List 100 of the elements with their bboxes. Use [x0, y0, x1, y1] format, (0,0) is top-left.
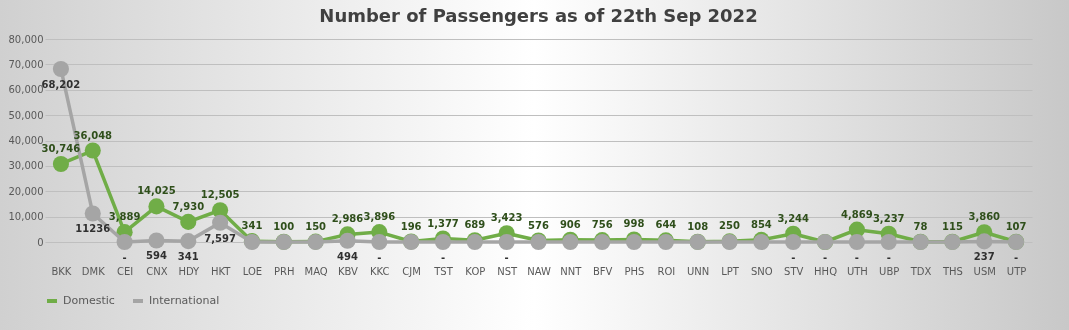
legend-label: Domestic [63, 294, 115, 307]
x-tick-label: NNT [560, 265, 583, 277]
x-tick-label: KKC [370, 265, 390, 277]
data-label: 36,048 [73, 129, 113, 141]
x-tick-label: KBV [337, 265, 359, 277]
data-label: - [791, 252, 796, 263]
data-label: - [377, 252, 382, 263]
data-label: - [822, 252, 828, 263]
data-label: 78 [913, 220, 928, 232]
x-tick-label: DMK [81, 265, 106, 277]
point [84, 142, 101, 159]
data-label: 594 [146, 250, 167, 262]
data-label: 11236 [75, 223, 111, 235]
y-tick-label: 80,000 [8, 33, 44, 45]
x-tick-label: PRH [274, 265, 295, 277]
x-tick-label: MAQ [304, 265, 328, 277]
data-label: 3,860 [968, 211, 1001, 223]
data-label: 756 [591, 219, 613, 231]
data-label: 100 [273, 220, 295, 232]
data-label: 150 [305, 220, 327, 232]
x-tick-label: BFV [592, 265, 613, 277]
x-tick-label: NAW [527, 265, 551, 277]
data-label: 115 [941, 220, 963, 232]
data-label: 7,930 [172, 200, 205, 212]
point [212, 214, 229, 231]
y-tick-label: 20,000 [8, 185, 44, 197]
data-label: 14,025 [137, 185, 176, 197]
legend-label: International [149, 294, 220, 307]
point [339, 232, 356, 249]
y-tick-label: 0 [37, 236, 44, 248]
point [84, 205, 101, 222]
data-label: 7,597 [204, 232, 236, 244]
data-label: 3,423 [490, 212, 523, 224]
x-tick-label: THS [941, 265, 963, 277]
data-label: 4,869 [841, 208, 873, 220]
point [180, 213, 197, 230]
y-tick-label: 70,000 [8, 58, 44, 70]
data-label: 3,896 [363, 211, 396, 223]
x-tick-label: LPT [721, 265, 740, 277]
x-tick-label: LOE [242, 265, 263, 277]
data-label: 906 [559, 218, 581, 230]
x-tick-label: CNX [146, 265, 168, 277]
point [434, 233, 452, 251]
x-tick-label: HKT [210, 265, 232, 277]
data-label: 68,202 [41, 78, 81, 90]
data-label: 196 [400, 220, 422, 232]
x-tick-label: USM [973, 265, 996, 277]
data-label: 341 [241, 220, 263, 232]
point [371, 233, 388, 251]
data-label: 854 [750, 218, 772, 230]
data-label: 12,505 [200, 189, 240, 201]
data-label: 1,377 [427, 217, 459, 229]
data-label: - [854, 252, 859, 263]
x-tick-label: BKK [51, 265, 72, 277]
data-label: 237 [973, 251, 995, 263]
data-label: - [440, 252, 446, 263]
data-label: - [122, 252, 127, 263]
data-label: 108 [687, 220, 709, 232]
x-tick-label: ROI [657, 265, 676, 277]
x-tick-label: SNO [751, 265, 773, 277]
x-tick-label: UTP [1006, 265, 1027, 277]
data-label: 250 [719, 220, 741, 232]
data-label: 998 [623, 218, 645, 230]
x-tick-label: STV [784, 265, 804, 277]
data-label: 644 [655, 219, 677, 231]
x-tick-label: HHQ [814, 265, 838, 277]
data-label: - [1014, 252, 1019, 263]
point [148, 232, 165, 249]
point [880, 233, 897, 251]
chart-title: Number of Passengers as of 22th Sep 2022 [319, 5, 758, 26]
data-label: 107 [1005, 220, 1027, 232]
point [785, 233, 802, 251]
y-tick-label: 30,000 [8, 160, 44, 172]
x-tick-label: PHS [624, 265, 645, 277]
point [52, 60, 69, 77]
x-tick-label: KOP [465, 265, 486, 277]
x-tick-label: UTH [846, 265, 868, 277]
x-tick-label: TDX [909, 265, 932, 277]
x-tick-label: NST [497, 265, 519, 277]
point [52, 155, 69, 173]
point [180, 233, 197, 250]
x-tick-label: CJM [402, 265, 421, 277]
data-label: 689 [464, 219, 486, 231]
data-label: 3,244 [777, 212, 810, 224]
data-label: 3,237 [872, 212, 905, 224]
data-label: - [504, 252, 509, 263]
y-tick-label: 10,000 [8, 211, 44, 223]
x-tick-label: HDY [178, 265, 201, 277]
data-label: 341 [177, 251, 199, 263]
x-tick-label: UNN [687, 265, 710, 277]
x-tick-label: CEI [116, 265, 134, 277]
point [116, 233, 133, 251]
y-tick-label: 50,000 [8, 109, 44, 121]
data-label: 576 [528, 219, 549, 231]
point [976, 233, 993, 250]
data-label: 494 [337, 250, 358, 262]
point [498, 233, 515, 251]
data-label: 2,986 [331, 213, 364, 225]
point [148, 198, 165, 215]
point [848, 233, 865, 251]
